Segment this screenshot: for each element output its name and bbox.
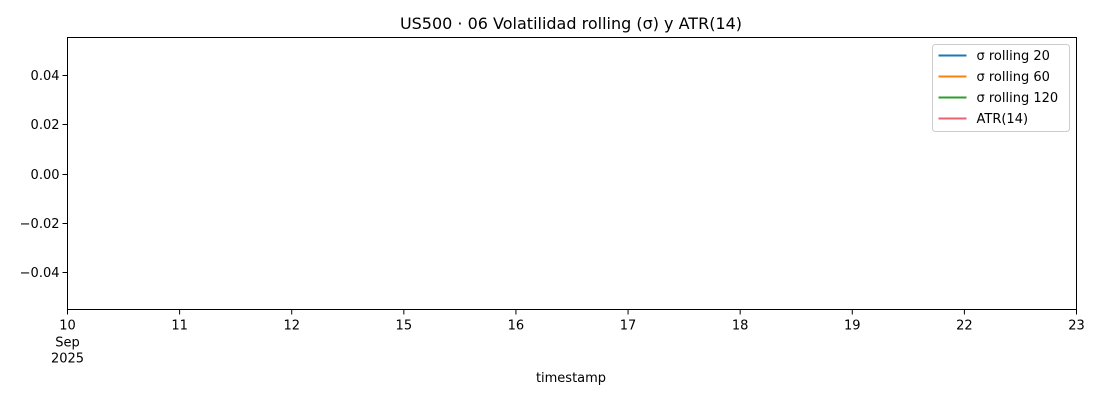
legend-entry-label: σ rolling 60 [977,70,1050,85]
x-tick-label: 11 [171,319,188,334]
y-axis: 0.04 0.02 0.00 −0.02 −0.04 [20,69,68,281]
legend-entry-label: σ rolling 20 [977,49,1050,64]
chart-title: US500 · 06 Volatilidad rolling (σ) y ATR… [400,14,742,33]
x-tick-sublabel: 2025 [51,352,84,367]
x-tick-label: 23 [1068,319,1085,334]
x-tick-label: 12 [283,319,300,334]
x-tick-sublabel: Sep [55,336,80,351]
x-tick-label: 18 [732,319,749,334]
legend-entry-label: ATR(14) [977,112,1029,127]
legend-box [932,44,1070,132]
x-tick-label: 16 [508,319,525,334]
x-tick-label: 19 [844,319,861,334]
legend: σ rolling 20 σ rolling 60 σ rolling 120 ATR… [932,44,1070,132]
legend-entry-label: σ rolling 120 [977,91,1059,106]
x-tick-label: 17 [620,319,637,334]
plot-area-frame [67,37,1077,310]
y-tick-label: −0.04 [20,266,60,281]
x-tick-label: 10 [59,319,76,334]
x-tick-label: 15 [396,319,413,334]
y-tick-label: −0.02 [20,217,60,232]
y-tick-label: 0.00 [31,168,60,183]
x-axis-label: timestamp [536,371,606,386]
y-tick-label: 0.04 [31,69,60,84]
y-tick-label: 0.02 [31,118,60,133]
x-tick-label: 22 [956,319,973,334]
